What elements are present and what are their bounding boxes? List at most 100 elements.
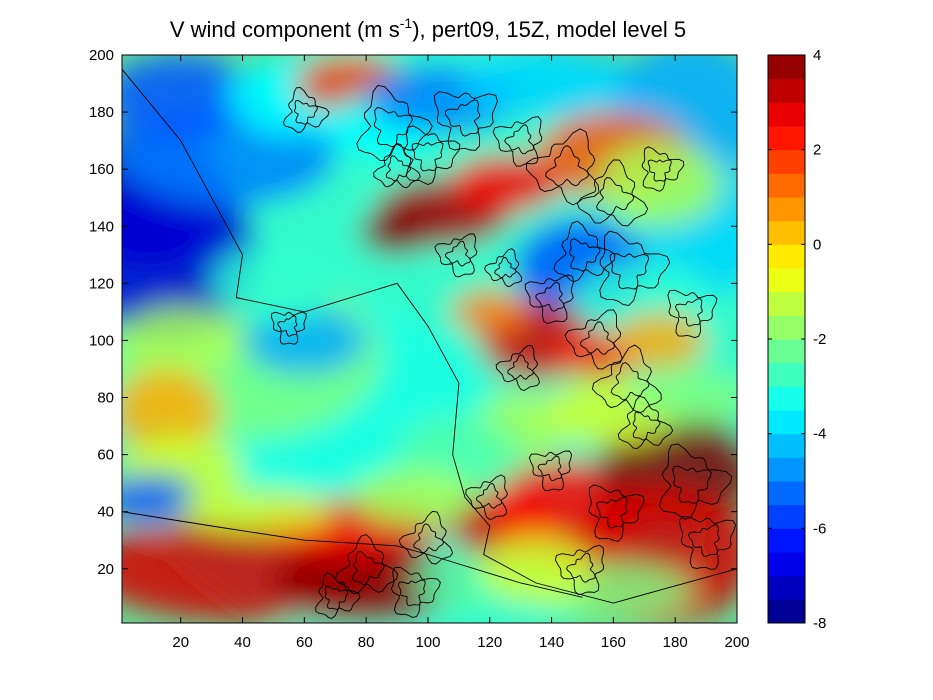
contour-line [465, 474, 508, 520]
contour-line [525, 128, 600, 206]
colorbar-band [768, 173, 805, 198]
colorbar-band [768, 291, 805, 316]
field-region [180, 488, 336, 535]
colorbar-tick-label: -6 [813, 520, 826, 537]
contour-line [632, 410, 661, 441]
field-region [122, 55, 258, 141]
contour-line [411, 141, 444, 172]
contour-line [492, 116, 543, 167]
x-tick-label: 20 [172, 634, 189, 651]
contour-line [324, 585, 349, 610]
colorbar-band [768, 528, 805, 553]
contour-line [397, 579, 426, 607]
colorbar [768, 55, 805, 624]
y-tick-label: 100 [89, 332, 114, 349]
y-tick-label: 60 [97, 447, 114, 464]
x-tick-label: 200 [724, 634, 749, 651]
contour-line [315, 572, 361, 619]
x-tick-label: 60 [296, 634, 313, 651]
contour-line [413, 523, 445, 554]
x-tick-label: 180 [663, 634, 688, 651]
contour-line [293, 100, 319, 125]
contour-line [444, 99, 481, 137]
field-region [480, 534, 592, 604]
contour-line [647, 159, 672, 182]
contour-line [617, 395, 674, 450]
field-region [122, 306, 243, 375]
contour-line [609, 252, 650, 290]
colorbar-band [768, 599, 805, 624]
contour-line [433, 91, 498, 151]
colorbar-band [768, 457, 805, 482]
contour-line [588, 484, 645, 542]
plot-frame [121, 54, 738, 624]
contour-line [658, 443, 733, 520]
colorbar-band [768, 339, 805, 364]
colorbar-band [768, 504, 805, 529]
contour-line [678, 516, 737, 570]
field-region [613, 311, 707, 369]
field-region [211, 243, 336, 324]
contour-line [356, 85, 433, 161]
contour-line [270, 311, 307, 345]
contour-line [373, 107, 413, 147]
colorbar-band [768, 126, 805, 151]
contour-line [672, 465, 712, 504]
colorbar-band [768, 55, 805, 80]
contour-line [564, 309, 623, 370]
y-tick-label: 160 [89, 161, 114, 178]
colorbar-band [768, 102, 805, 127]
contour-line [122, 511, 583, 598]
field-region [359, 209, 435, 255]
field-region [122, 368, 221, 455]
contour-line [122, 69, 737, 604]
contour-line [524, 274, 574, 324]
colorbar-band [768, 386, 805, 411]
colorbar-tick-label: -8 [813, 615, 826, 632]
colorbar-tick-label: -4 [813, 426, 826, 443]
x-tick-label: 140 [539, 634, 564, 651]
heatmap-field [122, 55, 737, 623]
colorbar-band [768, 481, 805, 506]
contour-line [282, 87, 330, 133]
contour-line [528, 450, 573, 492]
colorbar-band [768, 410, 805, 435]
colorbar-band [768, 244, 805, 269]
colorbar-tick-label: 0 [813, 236, 821, 253]
y-tick-label: 20 [97, 561, 114, 578]
contour-line [504, 124, 535, 155]
contour-line [591, 344, 662, 414]
contour-line [434, 233, 478, 278]
colorbar-band [768, 149, 805, 174]
contour-line [535, 281, 565, 312]
contour-line [444, 240, 472, 267]
contour-line [667, 289, 718, 339]
contour-line [674, 298, 703, 327]
field-region [449, 154, 561, 212]
field-region [350, 468, 475, 526]
colorbar-band [768, 197, 805, 222]
contour-line [687, 524, 720, 557]
contour-line [579, 321, 616, 355]
contour-line [484, 248, 523, 288]
y-tick-label: 140 [89, 218, 114, 235]
x-tick-label: 40 [234, 634, 251, 651]
x-tick-label: 80 [358, 634, 375, 651]
contour-line [398, 510, 454, 565]
y-tick-label: 80 [97, 390, 114, 407]
contour-line [576, 159, 649, 227]
contour-line [545, 144, 589, 187]
field-region [458, 55, 645, 118]
contour-line [373, 142, 421, 189]
field-region [628, 368, 737, 427]
contour-line [568, 238, 601, 272]
contour-line [277, 315, 298, 337]
contour-line [596, 177, 635, 216]
contour-line [495, 344, 540, 391]
y-tick-label: 200 [89, 47, 114, 64]
contour-line [507, 354, 534, 380]
contour-line [385, 155, 412, 182]
colorbar-band [768, 575, 805, 600]
contour-line [553, 220, 616, 283]
